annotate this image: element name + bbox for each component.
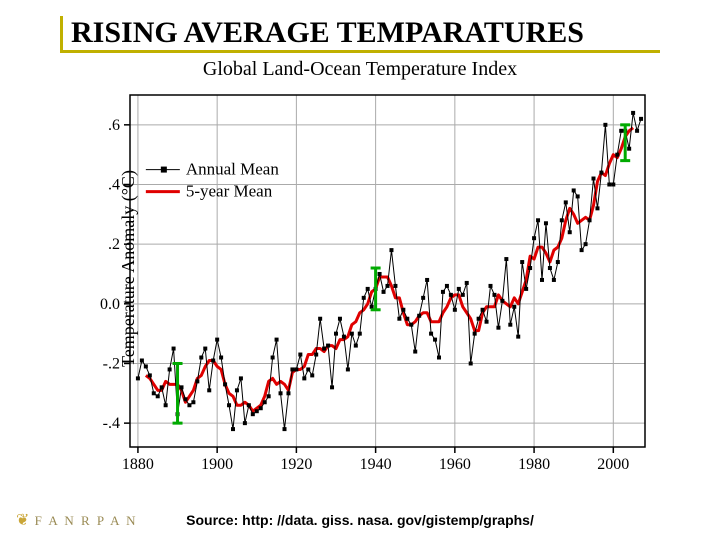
svg-text:1960: 1960 <box>439 456 471 473</box>
svg-text:1940: 1940 <box>360 456 392 473</box>
svg-text:-.4: -.4 <box>103 415 120 432</box>
svg-text:1880: 1880 <box>122 456 154 473</box>
svg-text:1900: 1900 <box>201 456 233 473</box>
svg-text:.6: .6 <box>108 117 120 134</box>
source-text: Source: http: //data. giss. nasa. gov/gi… <box>0 512 720 528</box>
svg-text:1980: 1980 <box>518 456 550 473</box>
temperature-chart: -.4-.20.0.2.4.61880190019201940196019802… <box>60 85 660 485</box>
y-axis-label: Temperature Anomaly (°C) <box>118 170 139 367</box>
svg-text:5-year Mean: 5-year Mean <box>186 182 273 201</box>
chart-title: Global Land-Ocean Temperature Index <box>60 58 660 81</box>
slide-title: RISING AVERAGE TEMPARATURES <box>71 16 584 50</box>
slide-title-wrap: RISING AVERAGE TEMPARATURES <box>60 16 584 50</box>
svg-text:1920: 1920 <box>280 456 312 473</box>
svg-text:Annual Mean: Annual Mean <box>186 160 280 179</box>
svg-text:2000: 2000 <box>597 456 629 473</box>
chart-area: Global Land-Ocean Temperature Index Temp… <box>60 58 660 488</box>
